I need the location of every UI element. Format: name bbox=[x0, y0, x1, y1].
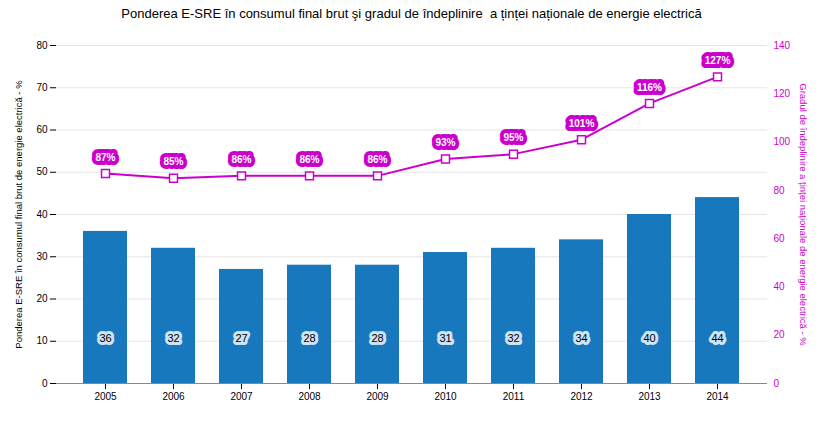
svg-text:70: 70 bbox=[36, 82, 48, 93]
svg-text:85%: 85% bbox=[163, 156, 183, 167]
svg-text:2011: 2011 bbox=[503, 391, 525, 402]
svg-text:86%: 86% bbox=[299, 154, 319, 165]
svg-text:2005: 2005 bbox=[94, 391, 117, 402]
svg-text:20: 20 bbox=[774, 329, 786, 340]
svg-text:32: 32 bbox=[167, 332, 179, 344]
svg-text:2006: 2006 bbox=[162, 391, 185, 402]
svg-text:0: 0 bbox=[42, 378, 48, 389]
svg-text:100: 100 bbox=[774, 136, 791, 147]
svg-text:127%: 127% bbox=[705, 55, 731, 66]
svg-text:2013: 2013 bbox=[638, 391, 661, 402]
svg-text:140: 140 bbox=[774, 40, 791, 51]
svg-text:34: 34 bbox=[575, 332, 587, 344]
svg-text:31: 31 bbox=[439, 332, 451, 344]
svg-text:86%: 86% bbox=[231, 154, 251, 165]
svg-text:Gradul de îndeplinire a ținței: Gradul de îndeplinire a ținței naționale… bbox=[798, 83, 809, 346]
svg-text:40: 40 bbox=[643, 332, 655, 344]
html-text:Ponderea E-SRE în consumul fin: Ponderea E-SRE în consumul final brut şi… bbox=[121, 6, 702, 21]
svg-text:93%: 93% bbox=[435, 137, 455, 148]
svg-text:2007: 2007 bbox=[230, 391, 253, 402]
svg-text:40: 40 bbox=[36, 209, 48, 220]
svg-text:50: 50 bbox=[36, 166, 48, 177]
svg-text:40: 40 bbox=[774, 281, 786, 292]
svg-text:60: 60 bbox=[774, 233, 786, 244]
svg-text:28: 28 bbox=[371, 332, 383, 344]
svg-text:27: 27 bbox=[235, 332, 247, 344]
svg-text:2012: 2012 bbox=[570, 391, 593, 402]
svg-text:120: 120 bbox=[774, 88, 791, 99]
svg-text:101%: 101% bbox=[569, 118, 595, 129]
svg-text:2009: 2009 bbox=[366, 391, 389, 402]
svg-text:60: 60 bbox=[36, 124, 48, 135]
svg-text:Ponderea E-SRE în consumul fin: Ponderea E-SRE în consumul final brut de… bbox=[13, 80, 24, 349]
svg-text:28: 28 bbox=[303, 332, 315, 344]
svg-text:2010: 2010 bbox=[434, 391, 457, 402]
svg-text:80: 80 bbox=[774, 185, 786, 196]
svg-text:0: 0 bbox=[774, 378, 780, 389]
svg-text:80: 80 bbox=[36, 40, 48, 51]
svg-text:86%: 86% bbox=[367, 154, 387, 165]
svg-text:30: 30 bbox=[36, 251, 48, 262]
svg-text:32: 32 bbox=[507, 332, 519, 344]
svg-text:2008: 2008 bbox=[298, 391, 321, 402]
svg-text:87%: 87% bbox=[95, 152, 115, 163]
svg-text:10: 10 bbox=[36, 335, 48, 346]
svg-text:95%: 95% bbox=[503, 132, 523, 143]
svg-text:44: 44 bbox=[711, 332, 723, 344]
svg-text:36: 36 bbox=[99, 332, 111, 344]
svg-text:20: 20 bbox=[36, 293, 48, 304]
svg-text:2014: 2014 bbox=[706, 391, 729, 402]
svg-text:116%: 116% bbox=[637, 82, 662, 93]
